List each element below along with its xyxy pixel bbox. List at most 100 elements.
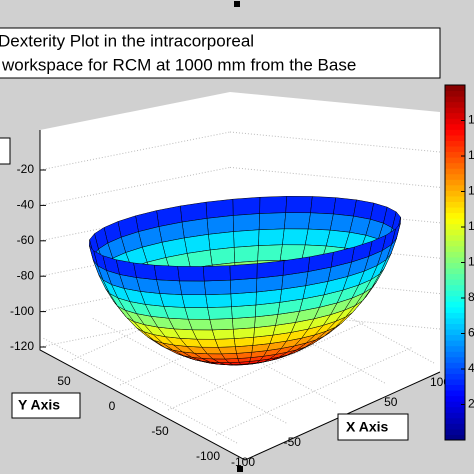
colorbar-cell — [445, 262, 465, 269]
surface-patch — [256, 260, 285, 279]
colorbar-cell — [445, 284, 465, 291]
surface-patch — [232, 213, 260, 232]
colorbar-cell — [445, 162, 465, 169]
colorbar-cell — [445, 134, 465, 141]
y-label-box — [11, 392, 81, 419]
colorbar-cell — [445, 245, 465, 252]
colorbar-cell — [445, 340, 465, 347]
surface-patch — [207, 306, 233, 320]
surface-patch — [204, 279, 232, 296]
colorbar-cell — [445, 90, 465, 97]
surface-patch — [258, 228, 285, 246]
surface-patch — [333, 197, 357, 217]
colorbar-cell — [445, 412, 465, 419]
surface-patch — [232, 196, 261, 216]
surface-patch — [233, 229, 260, 248]
surface-patch — [217, 346, 237, 355]
y-tick-label: 0 — [109, 399, 116, 413]
colorbar-tick-label: 2 — [468, 397, 474, 411]
colorbar-cell — [445, 356, 465, 363]
colorbar-cell — [445, 345, 465, 352]
colorbar-cell — [445, 129, 465, 136]
surface-patch — [177, 266, 205, 282]
colorbar-cell — [445, 268, 465, 275]
surface-patch — [205, 293, 232, 308]
z-tick-label: -120 — [10, 339, 34, 353]
y-tick-label: 50 — [57, 374, 71, 388]
colorbar-cell — [445, 157, 465, 164]
surface-patch — [233, 245, 259, 263]
surface-patch — [181, 294, 208, 308]
surface-patch — [229, 263, 258, 281]
colorbar-cell — [445, 140, 465, 147]
surface-patch — [257, 244, 283, 262]
colorbar-cell — [445, 423, 465, 430]
colorbar-cell — [445, 362, 465, 369]
surface-patch — [206, 215, 234, 235]
colorbar-tick-label: 18 — [468, 113, 474, 127]
z-tick-label: -60 — [17, 233, 35, 247]
colorbar-cell — [445, 179, 465, 186]
colorbar-cell — [445, 301, 465, 308]
colorbar: 2 4 6 8 10 12 14 16 18 — [444, 84, 474, 441]
surface-patch — [232, 327, 255, 339]
z-tick-label: -20 — [17, 162, 35, 176]
colorbar-cell — [445, 312, 465, 319]
handle — [237, 466, 243, 472]
ticks: -120-100-80-60-40-20-100-50050-100-50050… — [10, 162, 450, 469]
surface-patch — [205, 198, 234, 219]
grid-line — [92, 317, 287, 424]
surface-patch — [310, 196, 337, 215]
colorbar-cell — [445, 112, 465, 119]
colorbar-cell — [445, 234, 465, 241]
title-line: workspace for RCM at 1000 mm from the Ba… — [1, 55, 356, 74]
colorbar-tick-label: 6 — [468, 326, 474, 340]
colorbar-cell — [445, 107, 465, 114]
surface-patch — [282, 228, 309, 246]
colorbar-cell — [445, 118, 465, 125]
colorbar-cell — [445, 273, 465, 280]
surface-patch — [156, 279, 183, 295]
surface-patch — [285, 196, 313, 214]
grid-line — [39, 131, 231, 171]
colorbar-tick-label: 12 — [468, 219, 474, 233]
y-tick-label: -50 — [151, 424, 169, 438]
colorbar-cell — [445, 434, 465, 441]
colorbar-cell — [445, 223, 465, 230]
colorbar-cell — [445, 323, 465, 330]
surface-patch — [230, 277, 258, 295]
surface-patch — [353, 199, 375, 220]
colorbar-cell — [445, 378, 465, 386]
colorbar-cell — [445, 190, 465, 197]
colorbar-cell — [445, 290, 465, 297]
z-tick-label: -80 — [17, 268, 35, 282]
surface-patch — [133, 262, 157, 281]
surface-patch — [211, 328, 235, 340]
colorbar-cell — [445, 251, 465, 258]
surface-patch — [209, 247, 236, 266]
grid-line — [39, 166, 231, 206]
colorbar-cell — [445, 406, 465, 413]
colorbar-cell — [445, 96, 465, 103]
surface-patch — [184, 307, 211, 320]
handle — [234, 1, 240, 7]
colorbar-cell — [445, 195, 465, 202]
colorbar-cell — [445, 317, 465, 325]
colorbar-cell — [445, 151, 465, 158]
title-box — [0, 27, 441, 79]
surface-patch — [187, 318, 213, 331]
colorbar-cell — [445, 207, 465, 214]
x-tick-label: -100 — [231, 455, 255, 469]
colorbar-cell — [445, 417, 465, 424]
x-tick-label: 50 — [384, 395, 398, 409]
colorbar-cell — [445, 329, 465, 336]
x-label-box — [337, 413, 409, 441]
surface-patch — [230, 291, 257, 308]
x-axis-label: X Axis — [346, 419, 388, 435]
colorbar-cell — [445, 279, 465, 286]
surface-patch — [153, 264, 180, 282]
colorbar-cell — [445, 85, 465, 92]
surface-patch — [159, 293, 186, 308]
colorbar-cell — [445, 390, 465, 397]
